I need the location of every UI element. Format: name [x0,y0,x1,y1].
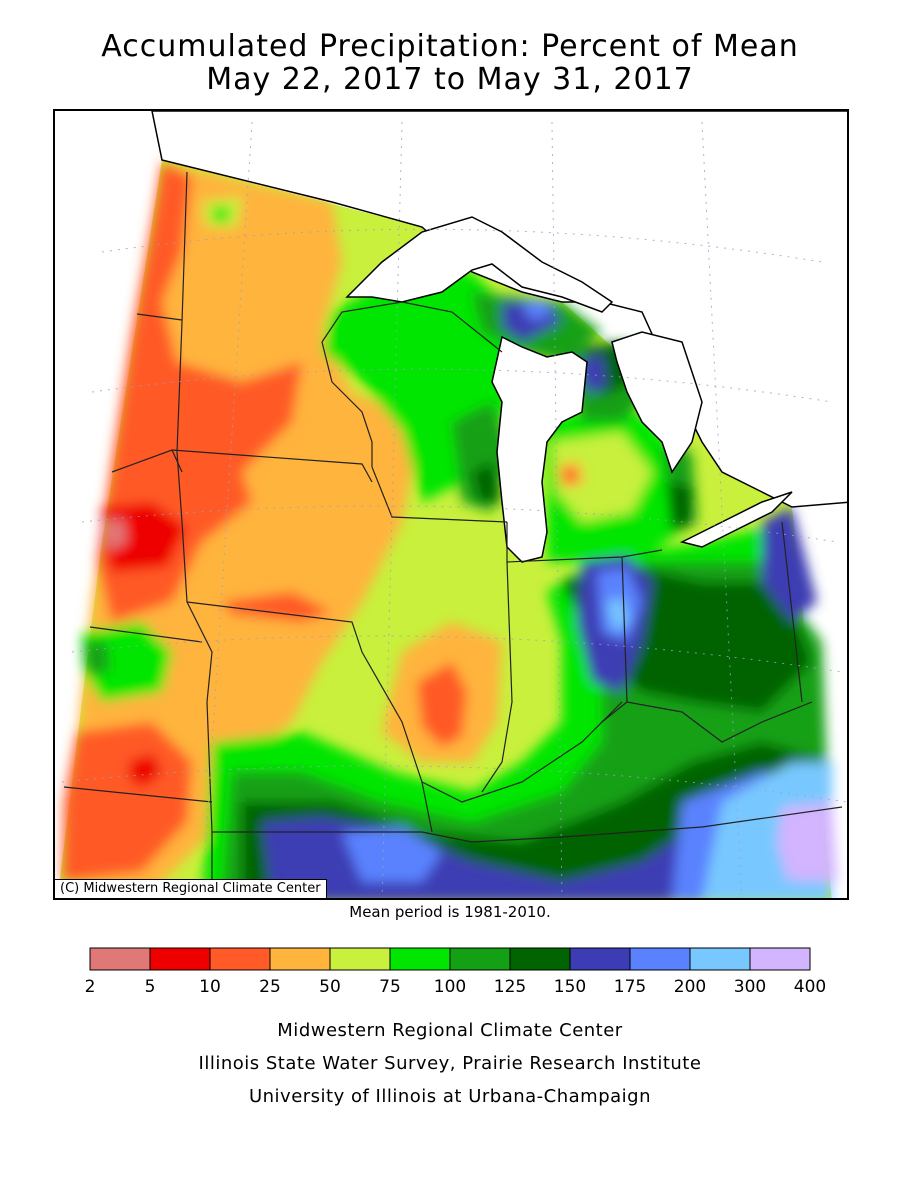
legend-swatch [389,947,451,971]
credit-line-1: Midwestern Regional Climate Center [277,1020,623,1041]
legend-break-label: 400 [793,977,827,997]
legend-colorbar [89,947,811,971]
zone-125-150-thumb [667,482,692,530]
credit-line-3: University of Illinois at Urbana-Champai… [248,1086,652,1107]
legend-swatch [209,947,271,971]
legend-break-label: 75 [379,977,401,997]
legend-swatch [149,947,211,971]
lake-michigan [491,335,588,563]
lake-huron [611,331,703,474]
legend-break-label: 10 [199,977,221,997]
precip-contours [62,162,837,898]
legend-swatch [269,947,331,971]
lake-erie [679,491,793,548]
zone-10-25-illinois [417,662,467,747]
legend-break-label: 125 [493,977,527,997]
mean-period-note: Mean period is 1981-2010. [349,903,551,921]
legend-break-label: 25 [259,977,281,997]
legend-swatch [509,947,571,971]
legend-break-label: 175 [613,977,647,997]
state-boundaries [63,171,843,897]
legend-break-label: 150 [553,977,587,997]
map-copyright: (C) Midwestern Regional Climate Center [55,879,327,898]
lake-superior [345,216,614,313]
legend-break-label: 300 [733,977,767,997]
zone-5-10 [102,502,187,572]
legend-swatch [89,947,151,971]
credit-line-2: Illinois State Water Survey, Prairie Res… [198,1053,702,1074]
zone-10-25-lowermi [562,468,577,483]
legend-swatch [629,947,691,971]
zone-50-75-lowermi [552,432,652,522]
water-and-canada [151,111,847,563]
zone-175-200-south [342,827,442,882]
legend-break-label: 200 [673,977,707,997]
map-title: Accumulated Precipitation: Percent of Me… [101,29,799,64]
legend-break-label: 5 [144,977,156,997]
zone-2-5 [104,520,127,552]
graticule [61,121,847,898]
legend-break-label: 2 [84,977,96,997]
zone-300-400-se [777,802,837,882]
legend-swatch [329,947,391,971]
zone-150-175-ne [762,507,817,622]
zone-100-125-west [84,642,110,674]
zone-125-150-wisc [472,462,502,502]
legend-break-label: 50 [319,977,341,997]
zone-10-25-spot [128,754,162,788]
legend-break-label: 100 [433,977,467,997]
canada-region [151,111,847,508]
legend-swatch [569,947,631,971]
zone-75-100-mn [212,207,230,222]
legend-swatch [449,947,511,971]
zone-10-25-iowa [222,592,332,622]
map-canvas [57,111,847,898]
zone-10-25-sw [62,722,192,882]
precipitation-map: (C) Midwestern Regional Climate Center [53,109,849,900]
zone-175-200-up [522,300,550,320]
map-date-range: May 22, 2017 to May 31, 2017 [206,62,694,97]
legend-swatch [749,947,811,971]
legend-swatch [689,947,751,971]
